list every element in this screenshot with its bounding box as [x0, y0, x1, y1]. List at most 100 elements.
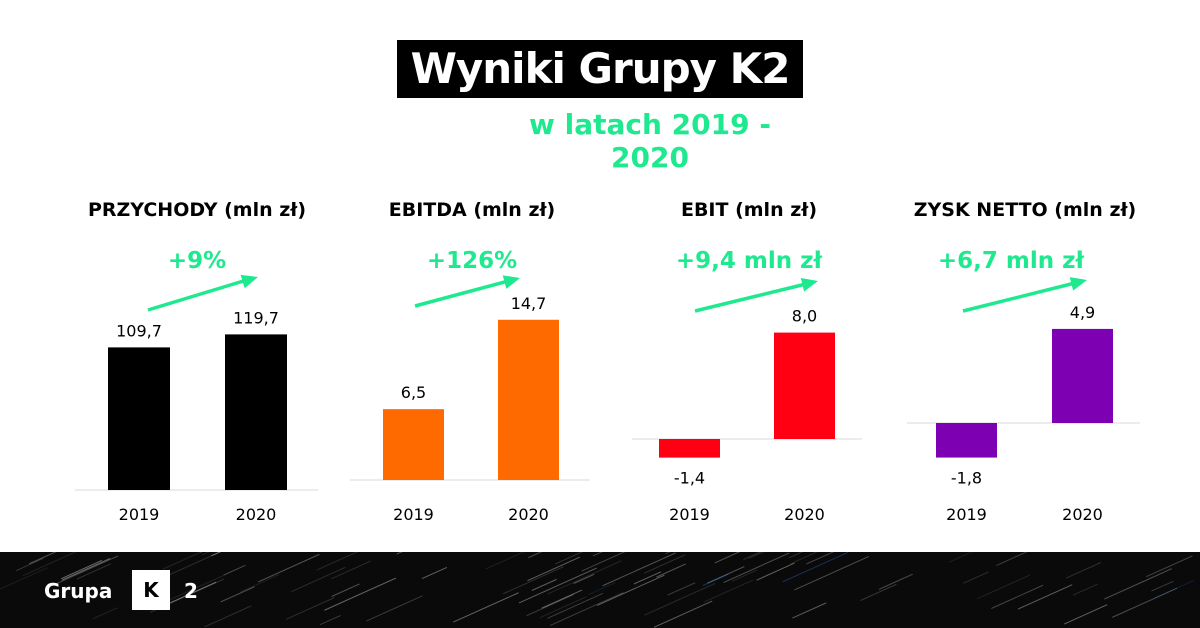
star-streak	[633, 571, 662, 585]
star-streak	[453, 592, 519, 623]
star-streak	[1153, 579, 1195, 599]
star-streak	[239, 574, 280, 593]
star-streak	[547, 560, 622, 595]
year-label: 2019	[119, 505, 160, 524]
chart-title: EBIT (mln zł)	[681, 199, 817, 221]
bar-2019	[659, 439, 720, 458]
star-streak	[366, 595, 423, 622]
star-streak	[977, 574, 1030, 600]
star-streak	[573, 573, 595, 584]
chart-title: EBITDA (mln zł)	[389, 199, 556, 221]
change-label: +9,4 mln zł	[676, 248, 823, 274]
star-streak	[794, 555, 869, 591]
star-streak	[792, 602, 827, 619]
bar-2020	[1052, 328, 1113, 423]
star-streak	[962, 571, 989, 584]
chart-title: ZYSK NETTO (mln zł)	[914, 199, 1137, 221]
footer-brand: Grupa	[44, 579, 113, 603]
trend-arrow-line	[962, 280, 1080, 313]
charts-area: PRZYCHODY (mln zł) +9% 109,7 2019 119,7 2020 E…	[75, 199, 1140, 524]
star-streak	[602, 552, 676, 587]
star-streak	[163, 552, 203, 570]
star-streak	[211, 552, 222, 557]
year-label: 2020	[236, 505, 277, 524]
star-streak	[286, 597, 335, 620]
change-label: +9%	[168, 248, 226, 274]
page-subtitle: w latach 2019 - 2020	[529, 108, 771, 174]
star-streak	[588, 582, 616, 596]
star-streak	[581, 552, 626, 572]
star-streak	[756, 562, 795, 581]
trend-arrow-line	[147, 277, 251, 312]
trend-arrow-head	[502, 275, 520, 289]
trend-arrow-line	[694, 281, 811, 313]
star-streak	[790, 552, 818, 565]
value-label: 119,7	[233, 308, 279, 327]
star-streak	[782, 552, 849, 583]
star-streak	[421, 566, 448, 580]
star-streak	[1112, 587, 1178, 618]
value-label: 14,7	[511, 294, 547, 313]
star-streak	[1072, 583, 1099, 596]
star-streak	[547, 592, 603, 619]
trend-arrow-line	[414, 278, 513, 308]
value-label: -1,4	[674, 469, 705, 488]
star-streak	[878, 573, 913, 590]
value-label: 8,0	[792, 307, 817, 326]
star-streak	[806, 552, 835, 565]
star-streak	[220, 586, 255, 603]
value-label: 6,5	[401, 383, 426, 402]
star-streak	[160, 581, 217, 608]
star-streak	[555, 552, 583, 565]
star-streak	[76, 563, 111, 580]
value-label: 109,7	[116, 321, 162, 340]
bar-2019	[936, 423, 997, 458]
star-streak	[257, 553, 320, 583]
star-streak	[92, 607, 118, 620]
bar-2020	[498, 319, 559, 480]
year-label: 2020	[784, 505, 825, 524]
star-streak	[702, 573, 729, 586]
star-streak	[61, 557, 111, 581]
star-streak	[644, 582, 716, 616]
footer-band	[0, 552, 1200, 628]
star-streak	[996, 552, 1028, 567]
star-streak	[531, 578, 557, 591]
star-streak	[991, 584, 1044, 609]
star-streak	[723, 552, 790, 583]
star-streak	[1064, 604, 1108, 625]
star-streak	[860, 583, 897, 602]
star-streak	[667, 582, 696, 596]
star-streak	[714, 552, 741, 564]
logo-number: 2	[184, 579, 198, 603]
trend-arrow-head	[240, 274, 258, 289]
star-streak	[202, 552, 210, 556]
star-streak	[653, 600, 713, 628]
change-label: +6,7 mln zł	[938, 248, 1085, 274]
star-streak	[539, 596, 587, 619]
star-streak	[319, 615, 341, 626]
star-streak	[526, 594, 574, 617]
trend-arrow-head	[1069, 277, 1087, 291]
star-streak	[29, 552, 57, 565]
star-streak	[527, 556, 581, 582]
year-label: 2020	[508, 505, 549, 524]
star-streak	[204, 605, 252, 628]
trend-arrow-head	[800, 277, 818, 292]
star-streak	[731, 569, 758, 582]
star-streak	[592, 552, 603, 557]
bar-2020	[225, 334, 287, 490]
star-streak	[1104, 568, 1172, 600]
star-streak	[1151, 580, 1174, 592]
star-streak	[703, 579, 754, 603]
star-streak	[948, 552, 973, 563]
star-streak	[549, 592, 624, 626]
star-streak	[396, 552, 403, 555]
logo-letter: K	[132, 570, 170, 610]
star-streak	[316, 552, 359, 571]
year-label: 2020	[1062, 505, 1103, 524]
star-streak	[596, 574, 665, 606]
starfield-decoration	[0, 552, 1195, 628]
page-title: Wyniki Grupy K2	[397, 40, 803, 98]
star-streak	[331, 583, 360, 597]
